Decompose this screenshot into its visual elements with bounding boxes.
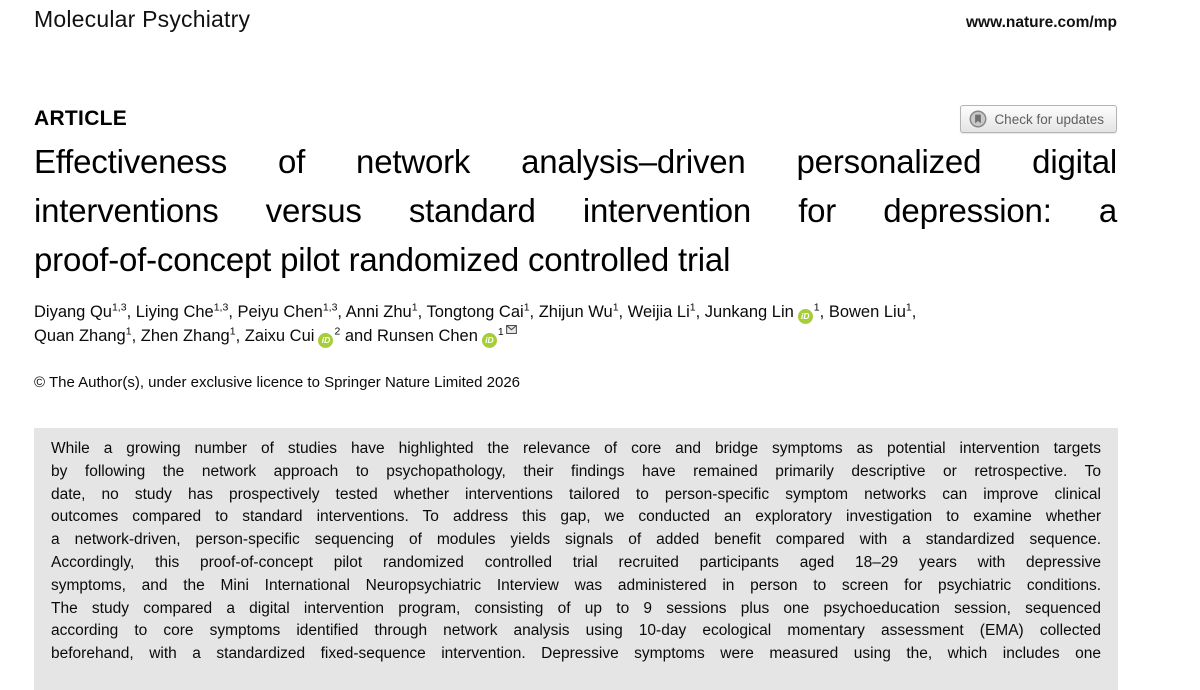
abstract-text-line: While a growing number of studies have h…: [51, 440, 1101, 457]
author-line: Diyang Qu1,3, Liying Che1,3, Peiyu Chen1…: [34, 300, 1117, 324]
author-affiliation-superscript: 1: [125, 325, 132, 338]
author-affiliation-superscript: 1: [689, 301, 696, 314]
author-affiliation-superscript: 2: [334, 325, 341, 338]
author-separator: ,: [819, 303, 829, 321]
article-title-line: interventions versus standard interventi…: [34, 192, 1117, 229]
check-for-updates-label: Check for updates: [994, 111, 1104, 127]
copyright-line: © The Author(s), under exclusive licence…: [34, 374, 521, 391]
author-separator: ,: [911, 303, 917, 321]
author-line: Quan Zhang1, Zhen Zhang1, Zaixu Cui iD2 a…: [34, 324, 1117, 348]
abstract-text-line: outcomes compared to standard interventi…: [51, 508, 1101, 526]
author-name: Zhijun Wu: [538, 303, 613, 321]
author-affiliation-superscript: 1,3: [213, 301, 229, 314]
author-name: Diyang Qu: [34, 303, 112, 321]
author-name: Zhen Zhang: [140, 327, 230, 345]
abstract-text-line: date, no study has prospectively tested …: [51, 485, 1101, 503]
author-affiliation-superscript: 1,3: [322, 301, 338, 314]
orcid-id-icon[interactable]: iD: [797, 308, 813, 324]
check-for-updates-button[interactable]: Check for updates: [960, 105, 1117, 133]
author-affiliation-superscript: 1: [905, 301, 912, 314]
article-title: Effectiveness of network analysis–driven…: [34, 137, 1117, 284]
author-separator: ,: [417, 303, 427, 321]
abstract-text-line: a network-driven, person-specific sequen…: [51, 531, 1101, 549]
author-separator: ,: [618, 303, 628, 321]
author-affiliation-superscript: 1: [813, 301, 820, 314]
author-separator: and: [340, 327, 377, 345]
author-name: Runsen Chen: [377, 327, 478, 345]
journal-url-link[interactable]: www.nature.com/mp: [965, 14, 1117, 31]
author-name: Anni Zhu: [345, 303, 412, 321]
article-title-line: proof-of-concept pilot randomized contro…: [34, 241, 731, 278]
author-list: Diyang Qu1,3, Liying Che1,3, Peiyu Chen1…: [34, 300, 1117, 348]
orcid-id-icon[interactable]: iD: [481, 332, 497, 348]
author-name: Peiyu Chen: [237, 303, 323, 321]
author-separator: ,: [131, 327, 141, 345]
abstract-text-line: by following the network approach to psy…: [51, 462, 1101, 480]
abstract-text-line: beforehand, with a standardized fixed-se…: [51, 645, 1101, 663]
author-name: Tongtong Cai: [426, 303, 524, 321]
article-row: ARTICLE Check for updates: [34, 105, 1117, 133]
author-separator: ,: [529, 303, 539, 321]
article-title-line: Effectiveness of network analysis–driven…: [34, 143, 1117, 180]
author-separator: ,: [235, 327, 245, 345]
author-separator: ,: [126, 303, 136, 321]
author-name: Junkang Lin: [704, 303, 794, 321]
author-separator: ,: [695, 303, 705, 321]
abstract-box: While a growing number of studies have h…: [34, 428, 1118, 690]
abstract-text-line: The study compared a digital interventio…: [51, 599, 1101, 617]
abstract-text-line: Accordingly, this proof-of-concept pilot…: [51, 553, 1101, 571]
author-name: Liying Che: [135, 303, 214, 321]
author-affiliation-superscript: 1,3: [111, 301, 127, 314]
author-affiliation-superscript: 1: [612, 301, 619, 314]
abstract-text-line: symptoms, and the Mini International Neu…: [51, 576, 1101, 594]
author-name: Bowen Liu: [828, 303, 906, 321]
orcid-id-icon[interactable]: iD: [318, 332, 334, 348]
author-name: Weijia Li: [627, 303, 690, 321]
article-type-label: ARTICLE: [34, 107, 128, 130]
author-affiliation-superscript: 1: [229, 325, 236, 338]
author-name: Zaixu Cui: [244, 327, 315, 345]
journal-title: Molecular Psychiatry: [34, 6, 251, 32]
crossmark-bookmark-icon: [969, 110, 987, 128]
abstract-text-line: according to core symptoms identified th…: [51, 622, 1101, 640]
author-affiliation-superscript: 1: [523, 301, 530, 314]
author-separator: ,: [337, 303, 346, 321]
author-affiliation-superscript: 1: [498, 324, 517, 338]
page-header: Molecular Psychiatry www.nature.com/mp: [34, 6, 1117, 33]
author-affiliation-superscript: 1: [411, 301, 418, 314]
author-separator: ,: [228, 303, 238, 321]
author-name: Quan Zhang: [34, 327, 126, 345]
envelope-icon[interactable]: [505, 324, 517, 334]
